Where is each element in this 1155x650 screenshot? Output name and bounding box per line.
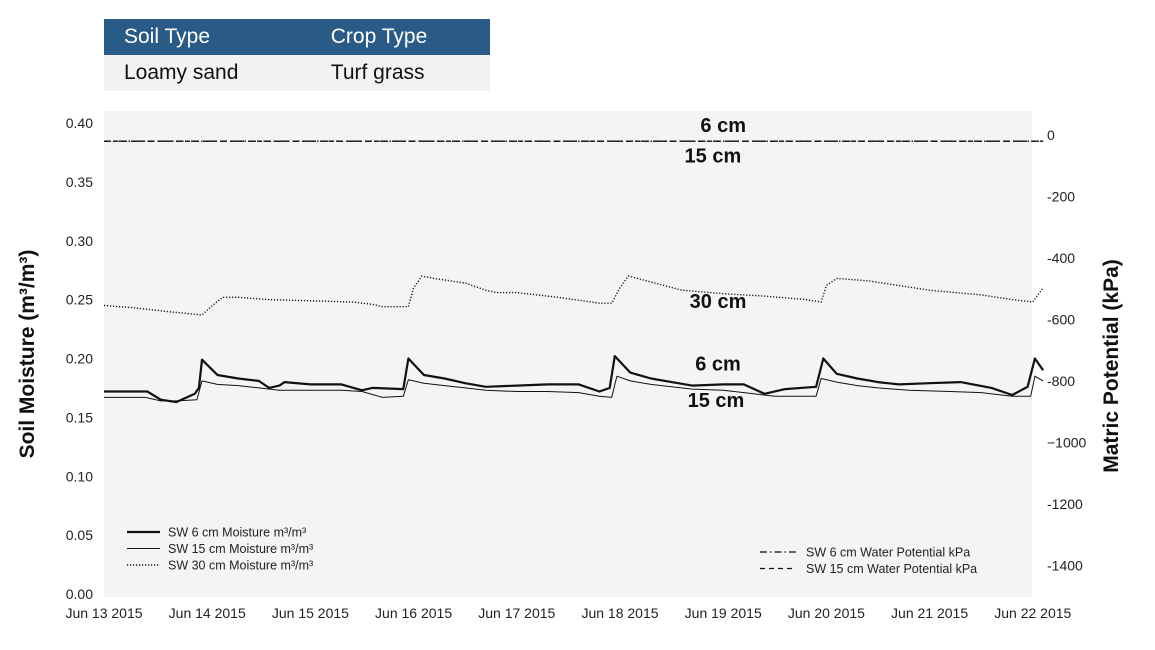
y-tick-label: 0.25 [66,292,93,308]
legend-label: SW 6 cm Moisture m³/m³ [168,526,306,540]
series-line-2 [104,375,1044,402]
value-crop-type: Turf grass [310,55,490,91]
x-tick-label: Jun 18 2015 [581,605,658,621]
y-tick-label: 0.00 [66,586,93,602]
y-tick-label: 0.15 [66,409,93,425]
y2-tick-label: -400 [1047,250,1075,266]
header-soil-type: Soil Type [104,19,311,55]
y2-tick-label: -1200 [1047,496,1083,512]
y2-axis-label: Matric Potential (kPa) [1100,259,1123,473]
value-soil-type: Loamy sand [104,55,311,91]
y-tick-label: 0.35 [66,174,93,190]
x-tick-label: Jun 16 2015 [375,605,452,621]
annotation-label: 15 cm [685,146,742,168]
x-tick-label: Jun 21 2015 [891,605,968,621]
x-tick-label: Jun 20 2015 [788,605,865,621]
y-tick-label: 0.05 [66,527,93,543]
y-tick-label: 0.20 [66,351,93,367]
legend-label: SW 6 cm Water Potential kPa [806,546,970,560]
annotation-label: 6 cm [700,115,746,137]
annotation-label: 6 cm [695,353,741,375]
y2-tick-label: -1400 [1047,558,1083,574]
y-tick-label: 0.30 [66,233,93,249]
y2-tick-label: -200 [1047,189,1075,205]
x-tick-label: Jun 15 2015 [272,605,349,621]
y2-tick-label: 0 [1047,127,1055,143]
x-tick-label: Jun 14 2015 [169,605,246,621]
x-tick-label: Jun 17 2015 [478,605,555,621]
y2-tick-label: -600 [1047,312,1075,328]
series-line-3 [103,275,1044,316]
legend-label: SW 30 cm Moisture m³/m³ [168,559,313,573]
y2-tick-label: -800 [1047,373,1075,389]
y2-tick-label: −1000 [1047,435,1087,451]
x-tick-label: Jun 19 2015 [685,605,762,621]
plot-area [104,111,1032,597]
x-tick-label: Jun 13 2015 [65,605,142,621]
legend-label: SW 15 cm Moisture m³/m³ [168,542,313,556]
series-line-1 [104,355,1045,404]
annotation-label: 30 cm [690,291,747,313]
y-tick-label: 0.10 [66,468,93,484]
legend-label: SW 15 cm Water Potential kPa [806,562,977,576]
header-crop-type: Crop Type [310,19,490,55]
annotation-label: 15 cm [688,390,745,412]
y-axis-label: Soil Moisture (m³/m³) [16,250,39,459]
info-table: Soil Type Crop Type Loamy sand Turf gras… [104,19,490,91]
y-tick-label: 0.40 [66,115,93,131]
x-tick-label: Jun 22 2015 [994,605,1071,621]
